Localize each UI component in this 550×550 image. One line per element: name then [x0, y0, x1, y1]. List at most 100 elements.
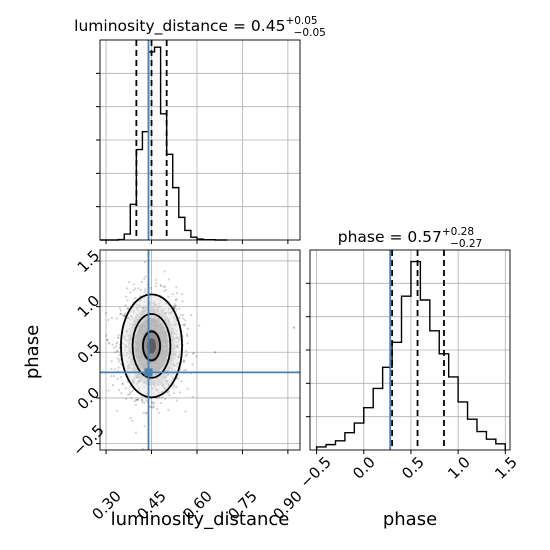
scatter-point — [152, 404, 155, 407]
scatter-point — [140, 280, 144, 284]
scatter-point — [126, 299, 129, 302]
scatter-point — [129, 391, 132, 394]
luminosity-distance-title: luminosity_distance = 0.45+0.05 −0.05 — [74, 15, 326, 39]
scatter-point — [107, 318, 110, 322]
scatter-point — [119, 309, 123, 312]
grid-lines — [310, 250, 510, 450]
scatter-point — [116, 377, 119, 380]
x-tick-label: 1.5 — [491, 453, 521, 483]
scatter-point — [151, 406, 154, 409]
scatter-point — [125, 295, 128, 298]
scatter-point — [131, 389, 134, 392]
scatter-point — [191, 363, 194, 366]
scatter-point — [117, 360, 120, 363]
scatter-point — [184, 349, 187, 352]
x-tick-label: 0.0 — [349, 453, 379, 483]
axes-frame — [99, 249, 301, 451]
scatter-point — [134, 403, 137, 406]
scatter-point — [190, 313, 193, 317]
scatter-point — [175, 385, 178, 389]
scatter-point — [141, 447, 144, 450]
scatter-point — [155, 282, 158, 285]
scatter-point — [126, 307, 129, 310]
scatter-point — [167, 390, 171, 393]
scatter-point — [149, 286, 152, 290]
scatter-point — [182, 317, 185, 320]
joint-scatter-panel — [96, 249, 301, 454]
scatter-point — [183, 359, 186, 363]
scatter-point — [145, 399, 148, 402]
scatter-point — [127, 281, 131, 284]
scatter-point — [123, 314, 126, 317]
y-tick-label: 0.5 — [74, 338, 104, 368]
y-tick-label: 0.0 — [74, 384, 104, 414]
scatter-point — [127, 393, 130, 396]
scatter-point — [116, 336, 120, 339]
scatter-point — [116, 349, 119, 352]
scatter-point — [133, 297, 137, 300]
scatter-point — [152, 405, 155, 409]
scatter-point — [173, 306, 176, 310]
scatter-point — [133, 400, 136, 403]
scatter-point — [117, 333, 120, 337]
scatter-point — [144, 275, 147, 278]
scatter-point — [113, 368, 116, 371]
scatter-point — [168, 393, 171, 397]
scatter-point — [159, 401, 162, 405]
scatter-point — [181, 300, 184, 303]
histogram-step — [100, 46, 228, 241]
scatter-point — [135, 398, 139, 402]
scatter-point — [161, 396, 164, 399]
x-tick-label: −0.5 — [296, 453, 334, 491]
scatter-point — [156, 408, 159, 411]
x-tick-label: 1.0 — [444, 453, 474, 483]
scatter-point — [143, 261, 146, 264]
scatter-point — [175, 298, 178, 301]
scatter-point — [141, 401, 144, 404]
scatter-point — [182, 360, 185, 363]
y-tick-labels: −0.5 0.0 0.5 1.0 1.5 — [69, 247, 107, 460]
scatter-point — [172, 384, 175, 387]
scatter-point — [111, 343, 114, 346]
scatter-point — [121, 382, 124, 386]
scatter-point — [132, 283, 135, 286]
scatter-point — [123, 314, 126, 317]
scatter-point — [184, 354, 187, 358]
scatter-point — [180, 380, 183, 383]
scatter-point — [119, 363, 122, 366]
luminosity-distance-title-plus: +0.05 — [285, 15, 317, 27]
scatter-point — [107, 341, 111, 345]
scatter-point — [136, 398, 139, 402]
scatter-point — [121, 382, 124, 385]
scatter-point — [110, 374, 113, 378]
phase-title: phase = 0.57+0.28 −0.27 — [338, 226, 483, 250]
y-tick-label: −0.5 — [69, 421, 107, 459]
x-axis-label-left: luminosity_distance — [111, 509, 290, 530]
scatter-point — [116, 350, 119, 353]
scatter-point — [191, 395, 194, 398]
scatter-point — [186, 334, 189, 338]
scatter-point — [112, 346, 116, 349]
scatter-point — [131, 419, 134, 422]
scatter-point — [154, 285, 157, 288]
phase-title-minus: −0.27 — [450, 238, 482, 250]
scatter-point — [120, 375, 123, 379]
scatter-point — [125, 397, 128, 400]
scatter-point — [119, 358, 122, 361]
scatter-point — [185, 353, 189, 356]
scatter-point — [132, 289, 135, 292]
scatter-point — [136, 397, 139, 401]
x-tick-label: 0.5 — [398, 453, 428, 483]
scatter-point — [174, 304, 177, 308]
scatter-point — [115, 342, 118, 345]
truth-marker — [144, 368, 153, 377]
scatter-point — [134, 398, 138, 402]
scatter-point — [172, 386, 175, 389]
scatter-point — [129, 385, 132, 388]
y-tick-label: 1.0 — [74, 292, 104, 322]
contour-line — [142, 330, 161, 362]
scatter-point — [118, 307, 121, 310]
scatter-point — [110, 317, 113, 320]
phase-title-median: 0.57 — [407, 228, 442, 246]
scatter-point — [184, 410, 187, 413]
